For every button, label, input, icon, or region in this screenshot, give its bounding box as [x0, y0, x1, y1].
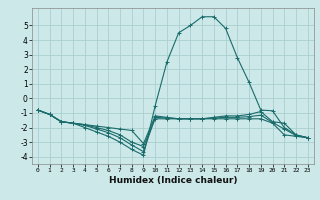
X-axis label: Humidex (Indice chaleur): Humidex (Indice chaleur) [108, 176, 237, 185]
